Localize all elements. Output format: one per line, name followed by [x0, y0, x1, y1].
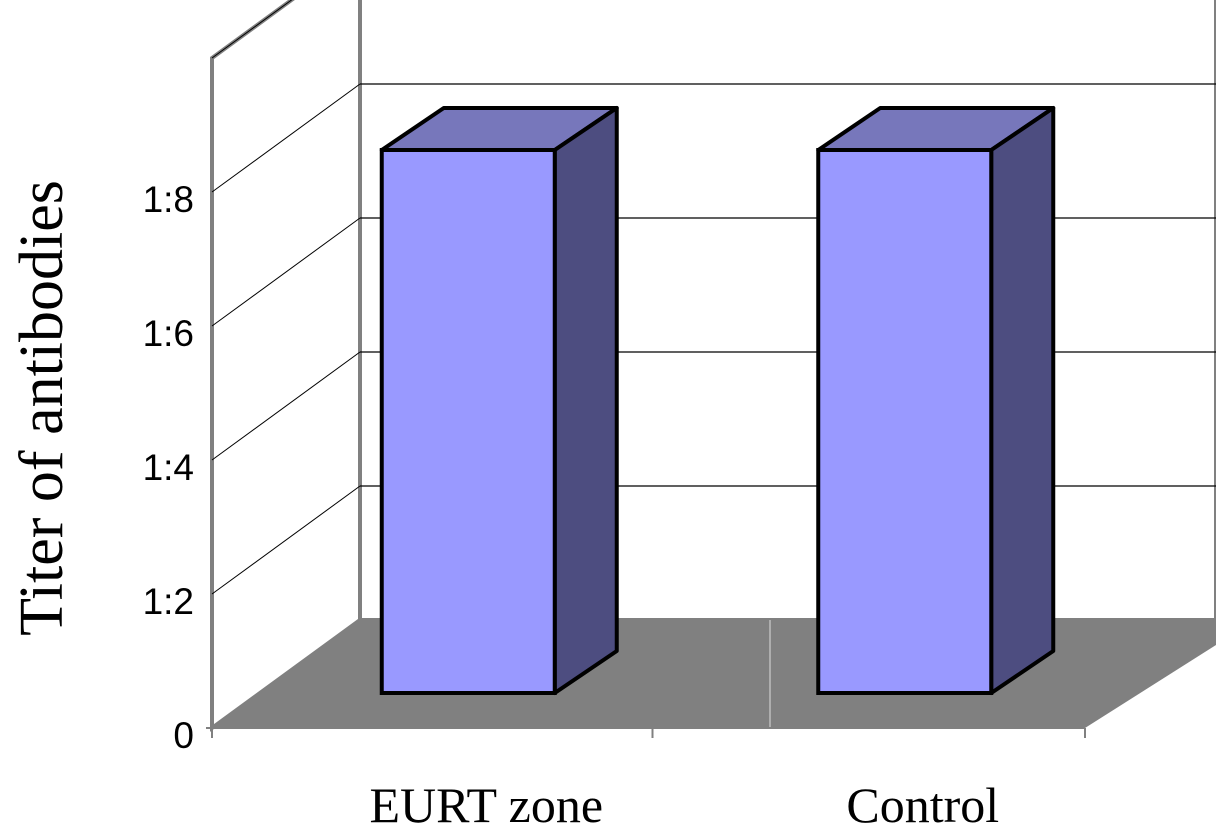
y-tick-label-2: 1:4: [143, 447, 194, 488]
bar-side: [552, 106, 619, 695]
gridline-left-4: [211, 351, 361, 461]
y-tick-label-4: 1:8: [143, 179, 194, 220]
category-labels: EURT zone Control: [369, 777, 999, 830]
y-axis-title: Titer of antibodies: [8, 180, 76, 636]
gridline-left-2: [211, 485, 361, 595]
bar-0: [379, 106, 619, 695]
category-label-1: Control: [846, 777, 999, 830]
gridline-left-10: [211, 0, 293, 59]
category-label-0: EURT zone: [369, 777, 603, 830]
floor-plane: [212, 620, 1216, 728]
y-tick-label-3: 1:6: [143, 313, 194, 354]
gridline-left-8: [211, 83, 361, 193]
chart-floor: [212, 620, 1216, 728]
bar-front: [379, 148, 557, 695]
bar-side: [989, 106, 1056, 695]
bar-1: [816, 106, 1056, 695]
bar-front: [816, 148, 994, 695]
y-tick-label-1: 1:2: [143, 581, 194, 622]
chart-walls: [210, 0, 1216, 732]
y-tick-label-0: 0: [173, 715, 194, 756]
left-wall: [210, 0, 362, 732]
gridline-left-6: [211, 217, 361, 327]
axes: [206, 727, 1086, 738]
y-tick-labels: 0 1:2 1:4 1:6 1:8: [143, 179, 194, 756]
bars: [379, 106, 1056, 695]
